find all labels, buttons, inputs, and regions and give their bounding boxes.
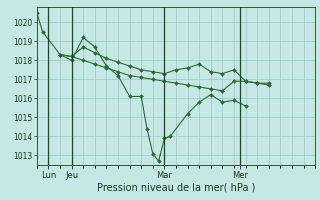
X-axis label: Pression niveau de la mer( hPa ): Pression niveau de la mer( hPa ) (97, 182, 255, 192)
